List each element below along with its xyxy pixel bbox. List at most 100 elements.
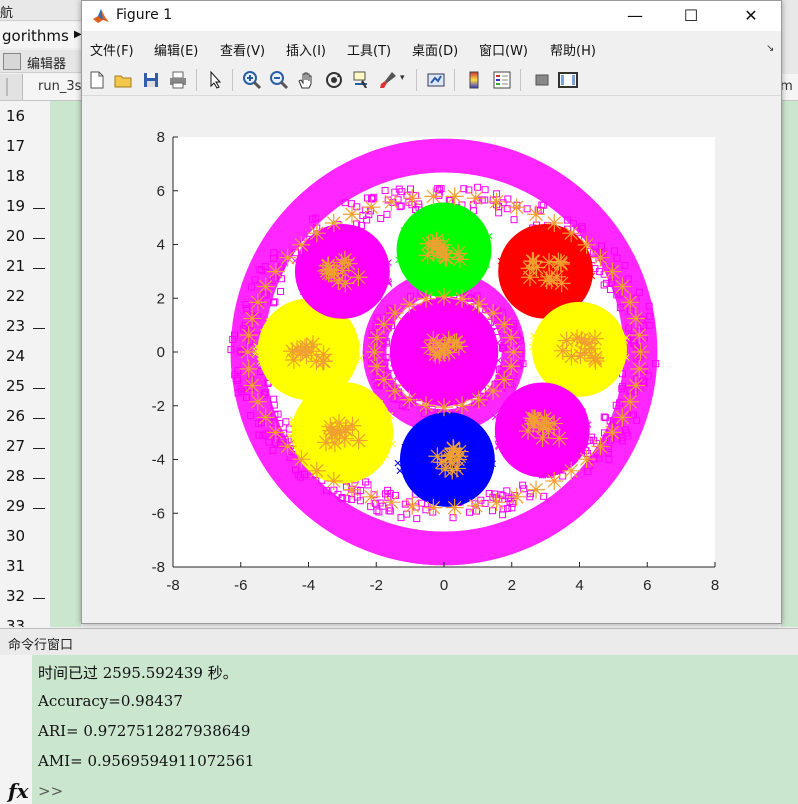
menu-dock-arrow-icon[interactable]: ↘ bbox=[766, 43, 775, 54]
new-figure-icon[interactable] bbox=[87, 70, 107, 90]
breakpoint-dash[interactable] bbox=[33, 328, 45, 329]
point-marker bbox=[408, 480, 416, 488]
breakpoint-dash[interactable] bbox=[33, 268, 45, 269]
editor-code-area-right[interactable] bbox=[781, 101, 798, 627]
plot-area[interactable]: -8 -6 -4 -2 0 2 4 6 8 -8 -6 -4 -2 0 2 4 6 8 bbox=[82, 101, 781, 621]
breakpoint-dash[interactable] bbox=[33, 238, 45, 239]
point-marker bbox=[310, 242, 318, 250]
point-marker bbox=[587, 366, 595, 374]
point-marker bbox=[401, 348, 409, 356]
point-marker bbox=[533, 303, 541, 310]
point-marker bbox=[306, 257, 314, 264]
zoom-out-icon[interactable] bbox=[269, 70, 289, 90]
editor-tab-right[interactable]: .m bbox=[776, 74, 798, 101]
point-marker bbox=[414, 215, 422, 222]
point-marker bbox=[344, 351, 352, 359]
menu-file[interactable]: 文件(F) bbox=[90, 44, 134, 59]
menu-desktop[interactable]: 桌面(D) bbox=[412, 44, 459, 59]
hide-plot-tools-icon[interactable] bbox=[532, 70, 552, 90]
point-marker bbox=[326, 288, 333, 296]
open-file-icon[interactable] bbox=[113, 70, 133, 90]
point-marker bbox=[499, 505, 507, 513]
editor-icon bbox=[3, 53, 21, 70]
chevron-right-icon[interactable]: ▶ bbox=[74, 29, 82, 40]
point-marker bbox=[315, 293, 323, 300]
menu-view[interactable]: 查看(V) bbox=[220, 44, 266, 59]
editor-tab[interactable]: run_3s bbox=[22, 74, 83, 100]
menu-window[interactable]: 窗口(W) bbox=[479, 44, 528, 59]
maximize-button[interactable]: ☐ bbox=[683, 6, 699, 25]
current-folder-bar[interactable]: gorithms ▶ bbox=[0, 22, 82, 48]
point-marker bbox=[313, 268, 321, 276]
command-window-gutter bbox=[0, 655, 32, 804]
point-marker bbox=[319, 459, 326, 466]
breakpoint-dash[interactable] bbox=[33, 478, 45, 479]
point-marker bbox=[552, 372, 560, 380]
point-marker bbox=[340, 469, 348, 477]
legend-icon[interactable] bbox=[492, 70, 512, 90]
close-button[interactable]: ✕ bbox=[744, 6, 758, 25]
menu-tools[interactable]: 工具(T) bbox=[347, 44, 392, 59]
point-marker bbox=[341, 360, 349, 368]
point-marker bbox=[343, 399, 351, 406]
point-marker bbox=[562, 453, 570, 461]
point-marker bbox=[468, 222, 476, 229]
figure-titlebar[interactable]: Figure 1 — ☐ ✕ bbox=[82, 1, 781, 31]
brush-dropdown-icon[interactable]: ▾ bbox=[400, 73, 405, 83]
point-marker bbox=[474, 367, 482, 374]
point-marker bbox=[457, 321, 465, 329]
function-browser-icon[interactable]: fx bbox=[8, 779, 29, 803]
select-arrow-icon[interactable] bbox=[206, 70, 226, 90]
point-marker bbox=[515, 296, 522, 304]
brush-icon[interactable] bbox=[378, 70, 398, 90]
breakpoint-dash[interactable] bbox=[33, 208, 45, 209]
point-marker bbox=[340, 444, 348, 451]
breakpoint-dash[interactable] bbox=[33, 598, 45, 599]
point-marker bbox=[623, 334, 630, 341]
figure-window[interactable]: Figure 1 — ☐ ✕ 文件(F) 编辑(E) 查看(V) 插入(I) 工… bbox=[81, 0, 782, 624]
point-marker bbox=[382, 439, 390, 447]
breakpoint-dash[interactable] bbox=[33, 418, 45, 419]
command-output-line: 时间已过 2595.592439 秒。 bbox=[38, 664, 238, 682]
pan-hand-icon[interactable] bbox=[296, 70, 316, 90]
point-marker bbox=[465, 334, 472, 342]
point-marker bbox=[253, 342, 261, 350]
point-marker bbox=[393, 372, 401, 380]
point-marker bbox=[474, 240, 481, 248]
save-icon[interactable] bbox=[141, 70, 161, 90]
menu-insert[interactable]: 插入(I) bbox=[286, 44, 326, 59]
point-marker bbox=[343, 233, 351, 241]
menu-help[interactable]: 帮助(H) bbox=[550, 44, 596, 59]
link-plot-icon[interactable] bbox=[426, 70, 446, 90]
editor-code-area[interactable] bbox=[50, 101, 81, 627]
command-window[interactable]: 时间已过 2595.592439 秒。 Accuracy=0.98437 ARI… bbox=[0, 655, 798, 804]
minimize-button[interactable]: — bbox=[627, 6, 643, 25]
point-marker bbox=[386, 412, 394, 419]
breakpoint-dash[interactable] bbox=[33, 508, 45, 509]
point-marker bbox=[424, 477, 432, 485]
zoom-in-icon[interactable] bbox=[242, 70, 262, 90]
point-marker bbox=[550, 395, 558, 403]
data-cursor-icon[interactable] bbox=[351, 70, 371, 90]
point-marker bbox=[307, 316, 314, 323]
menu-edit[interactable]: 编辑(E) bbox=[154, 44, 199, 59]
breakpoint-dash[interactable] bbox=[33, 388, 45, 389]
breakpoint-dash[interactable] bbox=[33, 448, 45, 449]
point-marker bbox=[292, 382, 300, 389]
print-icon[interactable] bbox=[168, 70, 188, 90]
point-marker bbox=[536, 206, 544, 214]
point-marker bbox=[346, 398, 354, 406]
point-marker bbox=[340, 454, 348, 462]
colorbar-icon[interactable] bbox=[464, 70, 484, 90]
line-number: 30 bbox=[6, 527, 26, 545]
point-marker bbox=[278, 354, 286, 361]
show-plot-tools-icon[interactable] bbox=[558, 70, 578, 90]
command-prompt[interactable]: >> bbox=[38, 782, 64, 800]
point-marker bbox=[423, 210, 431, 218]
rotate-3d-icon[interactable] bbox=[324, 70, 344, 90]
point-marker bbox=[416, 481, 424, 488]
x-tick-label: -8 bbox=[166, 577, 179, 594]
point-marker bbox=[443, 277, 451, 285]
point-marker bbox=[561, 238, 569, 246]
point-marker bbox=[478, 445, 485, 453]
